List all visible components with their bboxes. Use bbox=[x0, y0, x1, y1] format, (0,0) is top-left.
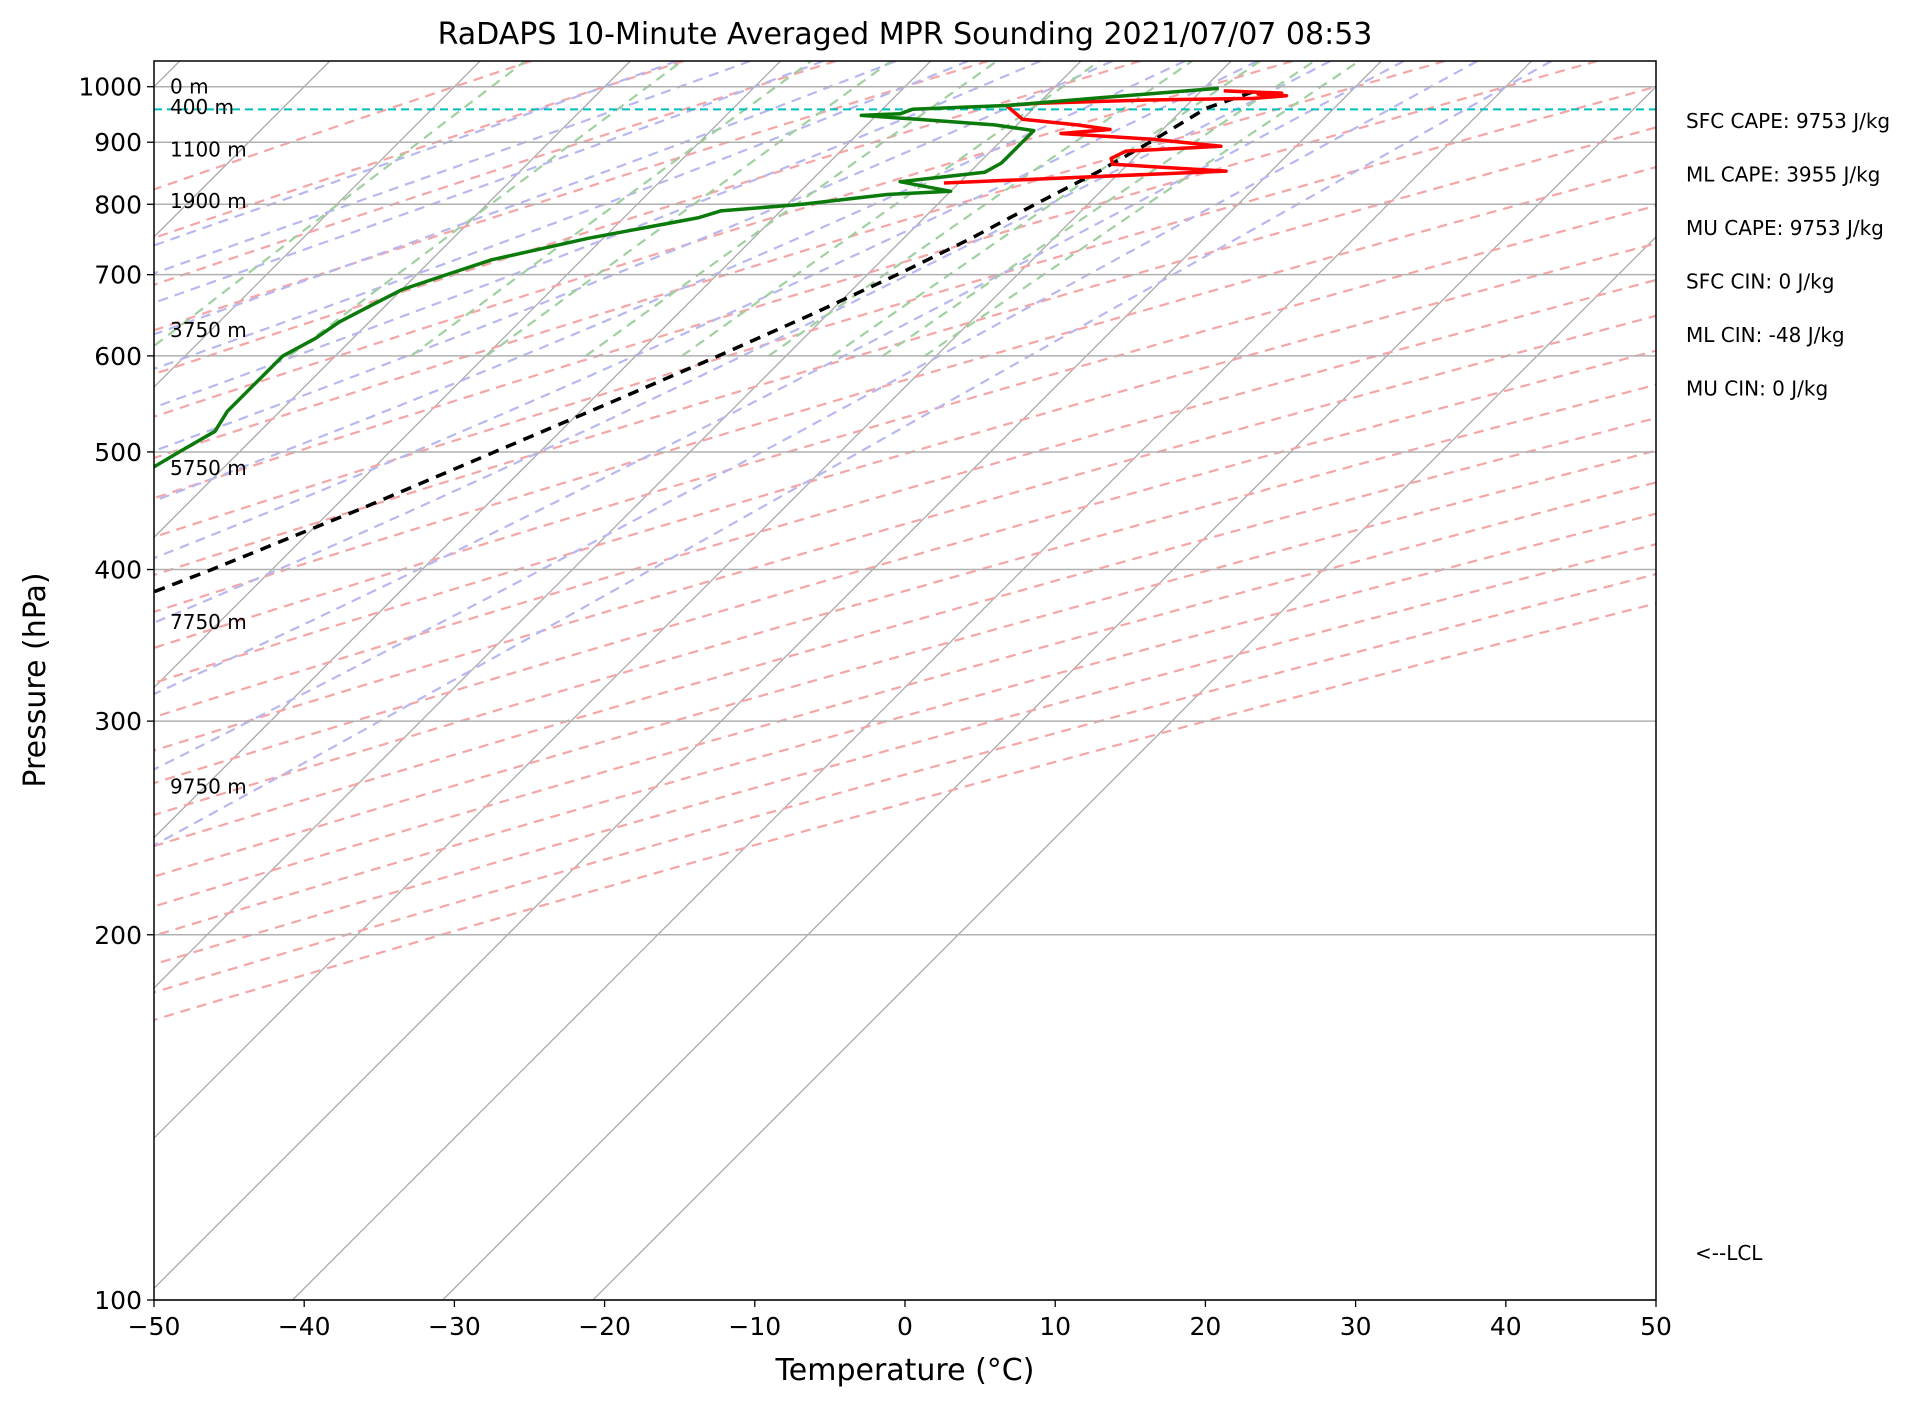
dry-adiabat-line bbox=[154, 242, 1656, 685]
x-tick-label: −30 bbox=[428, 1312, 481, 1341]
mixing-ratio-line bbox=[924, 61, 1360, 357]
dry-adiabat-line bbox=[154, 383, 1656, 817]
x-tick-label: −20 bbox=[578, 1312, 631, 1341]
y-tick-label: 700 bbox=[94, 261, 142, 290]
sounding-series bbox=[154, 86, 1656, 594]
stability-indices: SFC CAPE: 9753 J/kg ML CAPE: 3955 J/kg MU … bbox=[1686, 109, 1890, 401]
x-axis: −50 −40 −30 −20 −10 0 10 20 30 40 50 bbox=[128, 1300, 1672, 1341]
height-label: 3750 m bbox=[170, 318, 247, 342]
chart-title: RaDAPS 10-Minute Averaged MPR Sounding 2… bbox=[438, 17, 1373, 52]
height-label: 0 m bbox=[170, 75, 209, 99]
dry-adiabat-line bbox=[154, 416, 1656, 848]
isotherm-line bbox=[154, 61, 1082, 989]
height-label: 7750 m bbox=[170, 610, 247, 634]
dry-adiabat-line bbox=[154, 449, 1656, 878]
dry-adiabat-line bbox=[154, 61, 1294, 418]
y-tick-label: 900 bbox=[94, 128, 142, 157]
y-tick-label: 100 bbox=[94, 1286, 142, 1315]
moist-adiabat-line bbox=[154, 61, 897, 336]
x-tick-label: 30 bbox=[1340, 1312, 1372, 1341]
x-tick-label: −50 bbox=[128, 1312, 181, 1341]
height-label: 1100 m bbox=[170, 137, 247, 161]
isotherm-line bbox=[154, 61, 781, 689]
x-tick-label: 50 bbox=[1640, 1312, 1672, 1341]
x-tick-label: −10 bbox=[728, 1312, 781, 1341]
moist-adiabat-line bbox=[154, 61, 1405, 696]
dry-adiabat-line bbox=[154, 61, 1598, 500]
moist-adiabat-line bbox=[154, 61, 1041, 409]
dry-adiabat-line bbox=[154, 126, 1656, 577]
stability-index-text: ML CAPE: 3955 J/kg bbox=[1686, 163, 1880, 187]
moist-adiabat-line bbox=[154, 61, 751, 275]
moist-adiabat-line bbox=[154, 61, 1113, 453]
mixing-ratio-line bbox=[882, 61, 1315, 357]
height-labels: 9750 m 7750 m 5750 m 3750 m 1900 m 1100 m 400 … bbox=[170, 75, 247, 799]
stability-index-text: ML CIN: -48 J/kg bbox=[1686, 323, 1845, 347]
dry-adiabat-line bbox=[154, 85, 1656, 539]
y-tick-label: 800 bbox=[94, 190, 142, 219]
x-tick-label: 10 bbox=[1039, 1312, 1071, 1341]
mixing-ratio-line bbox=[681, 61, 1101, 357]
dry-adiabat-line bbox=[154, 602, 1656, 1022]
isotherm-line bbox=[154, 61, 481, 389]
height-label: 400 m bbox=[170, 95, 234, 119]
mixing-ratio-line bbox=[154, 61, 526, 348]
height-label: 9750 m bbox=[170, 774, 247, 798]
stability-index-text: MU CIN: 0 J/kg bbox=[1686, 377, 1828, 401]
mixing-ratio-line bbox=[485, 61, 892, 357]
y-tick-label: 600 bbox=[94, 342, 142, 371]
x-tick-label: −40 bbox=[278, 1312, 331, 1341]
height-label: 1900 m bbox=[170, 189, 247, 213]
y-axis: 100 200 300 400 500 600 700 800 900 1000 bbox=[78, 73, 154, 1315]
isotherm-line bbox=[154, 61, 1382, 1290]
dry-adiabat-line bbox=[154, 481, 1656, 908]
y-axis-label: Pressure (hPa) bbox=[18, 572, 53, 787]
stability-index-text: MU CAPE: 9753 J/kg bbox=[1686, 216, 1884, 240]
dry-adiabat-line bbox=[154, 61, 989, 332]
x-tick-label: 0 bbox=[897, 1312, 913, 1341]
background-lines bbox=[154, 61, 1656, 1300]
moist-adiabat-line bbox=[154, 61, 969, 371]
dry-adiabat-line bbox=[154, 314, 1656, 752]
isotherm-line bbox=[292, 61, 1532, 1300]
x-tick-label: 40 bbox=[1490, 1312, 1522, 1341]
isotherm-line bbox=[154, 61, 932, 839]
height-label: 5750 m bbox=[170, 456, 247, 480]
y-tick-label: 500 bbox=[94, 438, 142, 467]
stability-index-text: SFC CAPE: 9753 J/kg bbox=[1686, 109, 1890, 133]
mixing-ratio-line bbox=[288, 61, 683, 357]
isotherm-line bbox=[592, 235, 1656, 1300]
mixing-ratio-line bbox=[410, 61, 812, 357]
dewpoint-profile-line bbox=[154, 86, 1219, 469]
isotherm-line bbox=[154, 61, 631, 539]
y-tick-label: 300 bbox=[94, 707, 142, 736]
y-tick-label: 1000 bbox=[78, 73, 142, 102]
y-tick-label: 400 bbox=[94, 556, 142, 585]
pressure-gridlines bbox=[154, 85, 1656, 1301]
dry-adiabat-line bbox=[154, 61, 837, 286]
lcl-label: <--LCL bbox=[1695, 1241, 1763, 1265]
isotherm-line bbox=[442, 85, 1656, 1300]
y-tick-label: 200 bbox=[94, 921, 142, 950]
moist-adiabat-line bbox=[154, 61, 1479, 771]
x-tick-label: 20 bbox=[1189, 1312, 1221, 1341]
dry-adiabat-line bbox=[154, 204, 1656, 650]
parcel-path-line bbox=[154, 90, 1254, 594]
dry-adiabat-line bbox=[154, 61, 685, 240]
mixing-ratio-line bbox=[585, 61, 998, 357]
mixing-ratio-line bbox=[831, 61, 1261, 357]
moist-adiabat-line bbox=[154, 61, 678, 247]
moist-adiabat-line bbox=[154, 61, 1553, 847]
stability-index-text: SFC CIN: 0 J/kg bbox=[1686, 270, 1834, 294]
temperature-profile-line bbox=[943, 89, 1289, 185]
dry-adiabat-line bbox=[154, 61, 1446, 460]
dry-adiabat-line bbox=[154, 61, 1141, 376]
moist-adiabat-line bbox=[154, 61, 1186, 503]
x-axis-label: Temperature (°C) bbox=[775, 1353, 1035, 1388]
